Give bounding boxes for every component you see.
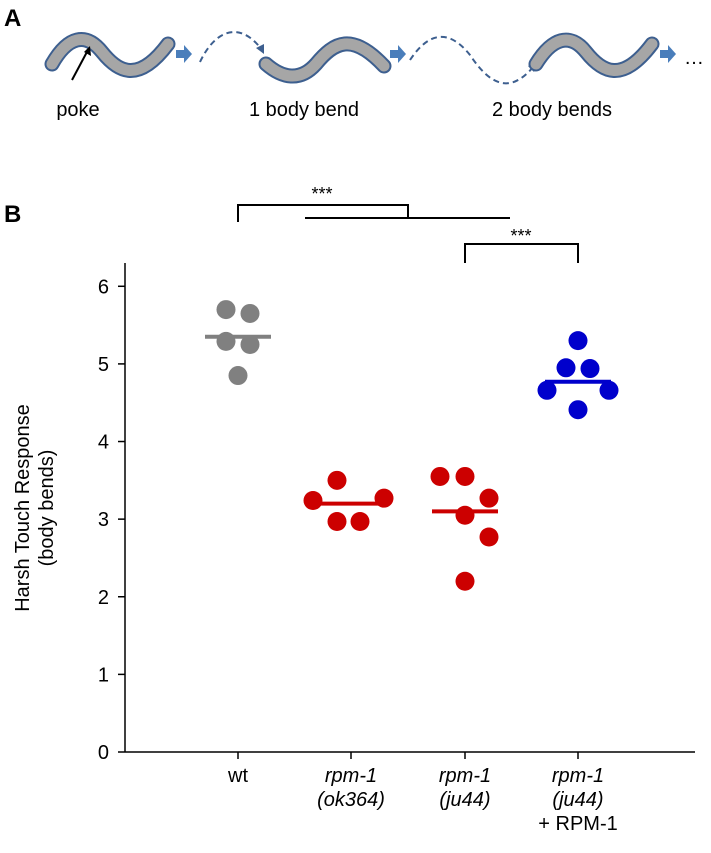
poke-arrow	[71, 49, 89, 81]
caption: poke	[56, 99, 99, 121]
significance-bracket	[237, 204, 510, 222]
motion-path	[409, 35, 535, 85]
caption: 1 body bend	[249, 99, 359, 121]
data-point	[455, 571, 475, 591]
worm-diagram	[44, 31, 676, 85]
y-tick-label: 2	[98, 587, 109, 609]
data-point	[479, 527, 499, 547]
data-point	[216, 300, 236, 320]
worm	[260, 38, 390, 82]
x-tick-label: rpm-1	[439, 765, 491, 787]
panel-label: B	[4, 201, 21, 228]
y-tick-label: 5	[98, 354, 109, 376]
y-tick-label: 4	[98, 432, 109, 454]
y-tick-label: 0	[98, 742, 109, 764]
data-point	[537, 380, 557, 400]
x-tick-label: (ju44)	[552, 789, 603, 811]
panel-label: A	[4, 5, 21, 32]
motion-arrowhead	[256, 44, 264, 54]
x-tick-label: rpm-1	[552, 765, 604, 787]
data-point	[350, 511, 370, 531]
step-arrow	[390, 45, 406, 63]
significance-label: ***	[510, 226, 531, 246]
y-tick-label: 6	[98, 276, 109, 298]
x-tick-label: rpm-1	[325, 765, 377, 787]
data-point	[228, 366, 248, 386]
worm	[46, 34, 174, 76]
data-point	[479, 488, 499, 508]
poke-arrowhead	[84, 46, 91, 56]
y-axis-label: Harsh Touch Response	[12, 404, 34, 612]
data-point	[327, 511, 347, 531]
caption: 2 body bends	[492, 99, 612, 121]
worm	[530, 34, 658, 76]
data-point	[327, 470, 347, 490]
data-point	[556, 358, 576, 378]
data-point	[580, 359, 600, 379]
significance-label: ***	[311, 184, 332, 204]
y-tick-label: 1	[98, 664, 109, 686]
data-point	[430, 466, 450, 486]
y-axis-label: (body bends)	[36, 450, 58, 567]
data-point	[455, 505, 475, 525]
motion-path	[199, 31, 263, 63]
data-point	[455, 466, 475, 486]
x-tick-label: + RPM-1	[538, 813, 617, 835]
x-tick-label: (ok364)	[317, 789, 385, 811]
data-point	[568, 400, 588, 420]
significance-bracket	[464, 243, 579, 263]
data-point	[303, 491, 323, 511]
data-point	[568, 331, 588, 351]
step-arrow	[660, 45, 676, 63]
y-tick-label: 3	[98, 509, 109, 531]
x-tick-label: wt	[227, 765, 248, 787]
data-point	[599, 380, 619, 400]
data-point	[240, 335, 260, 354]
step-arrow	[176, 45, 192, 63]
ellipsis: …	[684, 47, 704, 69]
x-tick-label: (ju44)	[439, 789, 490, 811]
data-point	[240, 303, 260, 323]
